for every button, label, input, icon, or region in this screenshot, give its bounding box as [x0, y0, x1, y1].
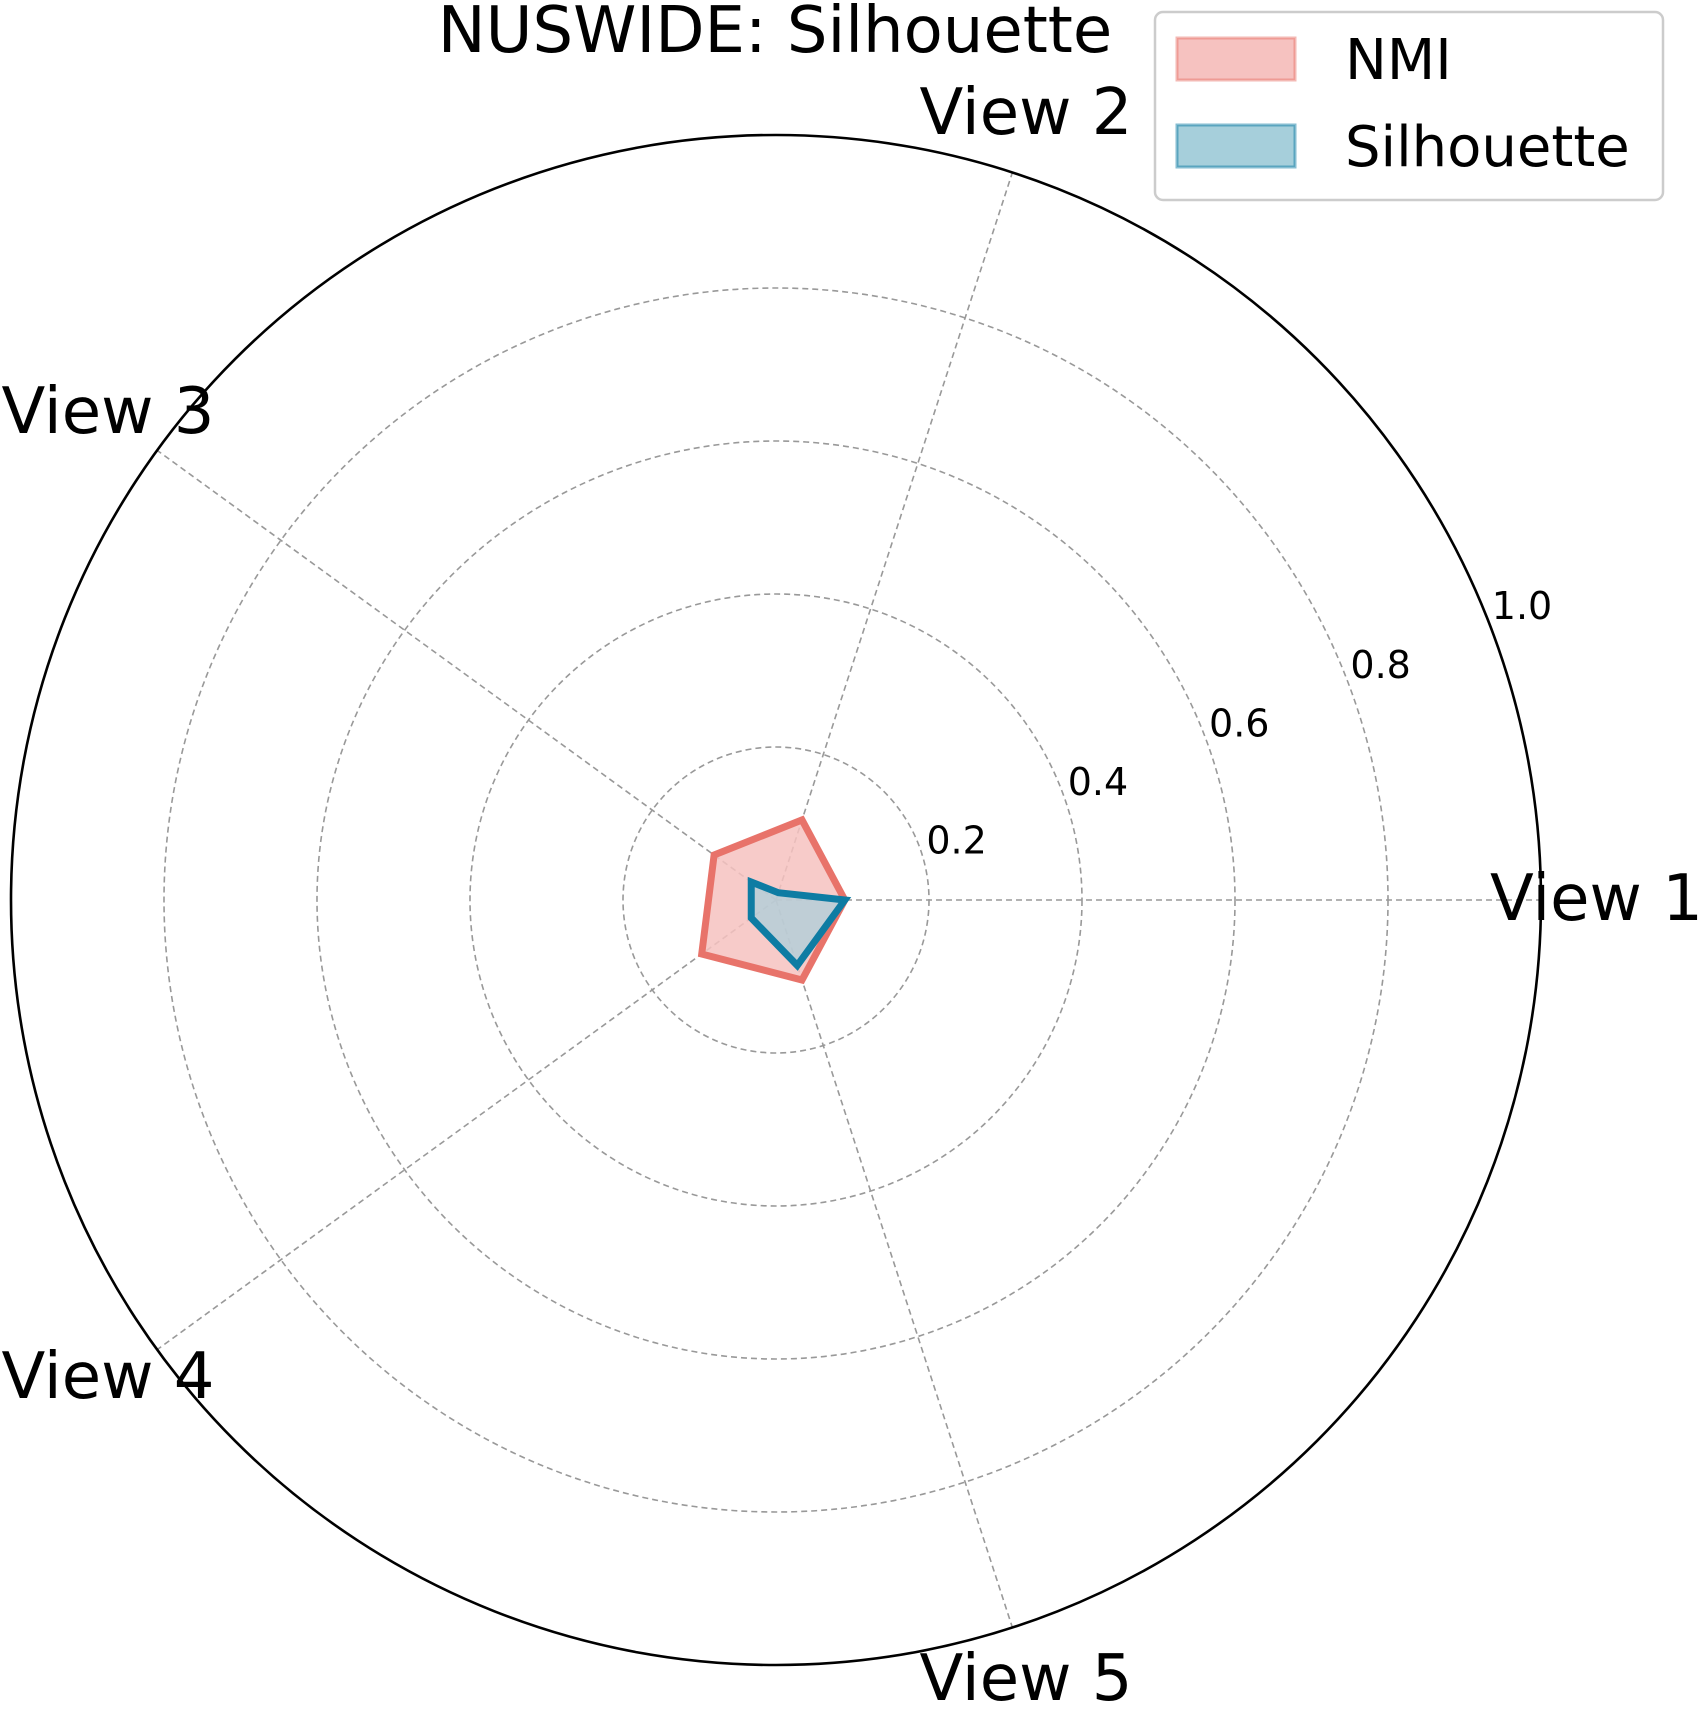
outer-layer [9, 133, 1543, 1667]
data-point [801, 819, 803, 821]
axis-label: View 5 [920, 1642, 1133, 1709]
axis-label: View 4 [2, 1340, 215, 1414]
legend-label-silhouette: Silhouette [1345, 115, 1630, 180]
r-tick-label: 0.4 [1068, 760, 1128, 804]
axis-label: View 3 [2, 375, 215, 449]
grid-layer [156, 172, 1541, 1628]
axis-spoke [156, 449, 777, 901]
data-point [796, 964, 798, 966]
r-tick-label: 0.2 [926, 818, 986, 862]
r-tick-label: 1.0 [1492, 584, 1552, 628]
series-line [747, 876, 852, 971]
axis-spoke [775, 899, 1014, 1628]
series-line [697, 815, 849, 985]
outer-ring [9, 133, 1543, 1667]
data-point [801, 979, 803, 981]
r-tick-label: 0.6 [1209, 701, 1269, 745]
data-point [701, 953, 703, 955]
axis-label: View 2 [920, 76, 1133, 150]
series-layer [697, 815, 852, 985]
legend-label-nmi: NMI [1345, 28, 1452, 93]
axis-spoke [156, 899, 777, 1351]
label-layer: 0.2 0.4 0.6 0.8 1.0 View 1 View 2 View 3 View 4 V… [2, 76, 1703, 1713]
data-point [844, 899, 846, 901]
axis-spoke [775, 172, 1014, 901]
grid-ring [316, 440, 1236, 1360]
data-point [750, 881, 752, 883]
data-point [713, 854, 715, 856]
chart-title: NUSWIDE: Silhouette [438, 0, 1113, 68]
series-fill [751, 882, 845, 966]
r-tick-label: 0.8 [1350, 643, 1410, 687]
data-point [750, 917, 752, 919]
data-point [777, 892, 779, 894]
legend: NMI Silhouette [1153, 10, 1665, 202]
legend-swatch-silhouette [1175, 123, 1297, 169]
legend-swatch-nmi [1175, 36, 1297, 82]
axis-label: View 1 [1490, 862, 1703, 936]
